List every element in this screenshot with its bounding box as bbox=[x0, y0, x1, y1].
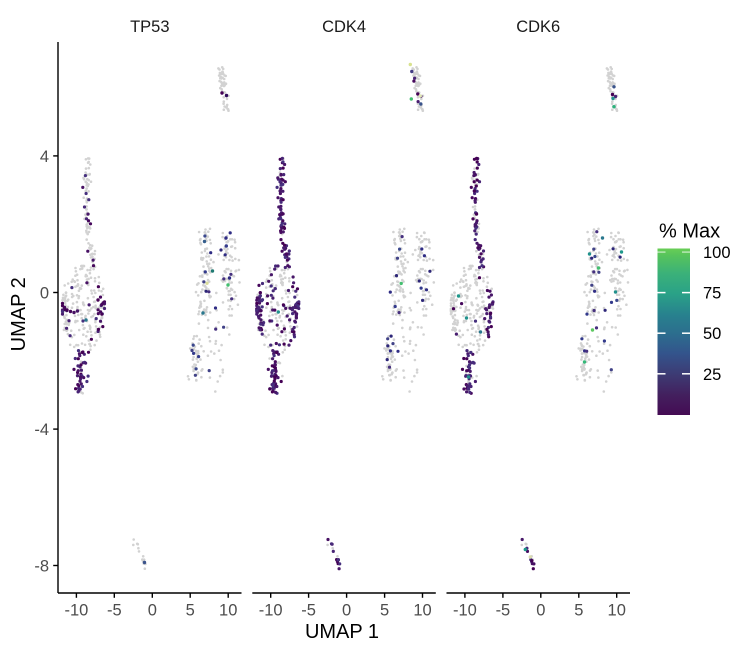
svg-text:0: 0 bbox=[536, 601, 545, 619]
svg-text:10: 10 bbox=[608, 601, 626, 619]
svg-text:10: 10 bbox=[219, 601, 237, 619]
svg-text:UMAP 1: UMAP 1 bbox=[305, 621, 379, 643]
svg-text:25: 25 bbox=[703, 366, 721, 384]
svg-text:TP53: TP53 bbox=[130, 18, 169, 36]
svg-text:-10: -10 bbox=[64, 601, 88, 619]
svg-text:-10: -10 bbox=[259, 601, 283, 619]
svg-text:% Max: % Max bbox=[659, 220, 720, 242]
svg-text:-5: -5 bbox=[496, 601, 511, 619]
svg-text:CDK4: CDK4 bbox=[322, 18, 366, 36]
svg-text:0: 0 bbox=[40, 285, 49, 303]
svg-text:-8: -8 bbox=[34, 558, 49, 576]
svg-text:-4: -4 bbox=[34, 421, 49, 439]
svg-text:10: 10 bbox=[413, 601, 431, 619]
svg-text:100: 100 bbox=[703, 244, 731, 262]
svg-text:5: 5 bbox=[186, 601, 195, 619]
svg-text:50: 50 bbox=[703, 325, 721, 343]
svg-text:UMAP 2: UMAP 2 bbox=[8, 277, 30, 351]
svg-text:4: 4 bbox=[40, 148, 49, 166]
svg-text:CDK6: CDK6 bbox=[516, 18, 560, 36]
svg-text:0: 0 bbox=[342, 601, 351, 619]
svg-text:5: 5 bbox=[574, 601, 583, 619]
svg-text:75: 75 bbox=[703, 285, 721, 303]
svg-text:-5: -5 bbox=[301, 601, 316, 619]
svg-text:0: 0 bbox=[148, 601, 157, 619]
svg-text:-5: -5 bbox=[107, 601, 122, 619]
svg-text:-10: -10 bbox=[453, 601, 477, 619]
svg-text:5: 5 bbox=[380, 601, 389, 619]
